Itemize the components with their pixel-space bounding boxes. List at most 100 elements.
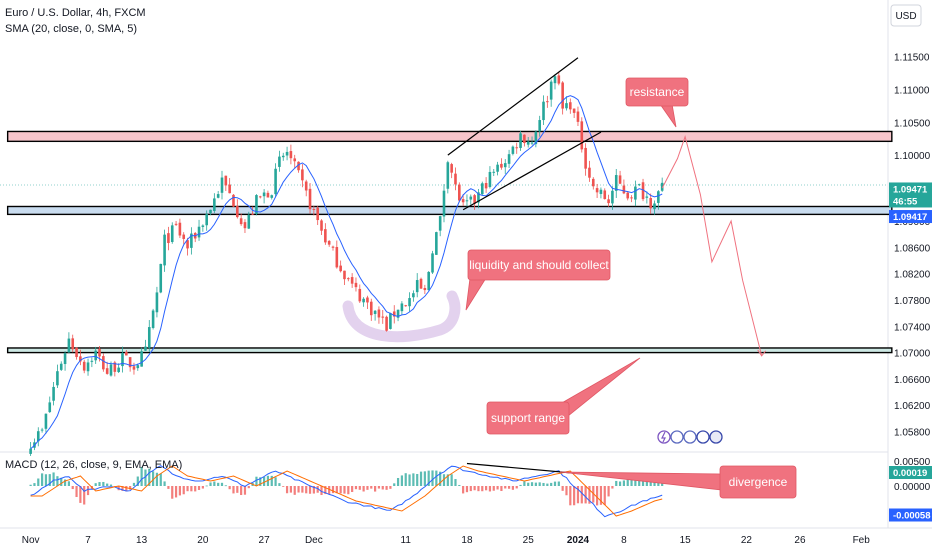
macd-histogram-bar: [86, 486, 90, 496]
candle-body: [557, 75, 561, 84]
candle-body: [546, 101, 549, 103]
channel-lower-line[interactable]: [462, 131, 602, 211]
time-tick-label: 20: [197, 535, 209, 546]
candle-body: [611, 190, 614, 204]
candle: [147, 320, 151, 352]
sma-legend[interactable]: SMA (20, close, 0, SMA, 5): [5, 23, 137, 35]
macd-histogram-bar: [205, 485, 208, 487]
macd-histogram-bar: [331, 486, 335, 494]
resistance-callout[interactable]: resistance: [625, 77, 689, 128]
price-tick-label: 1.07400: [894, 322, 931, 333]
candle: [285, 146, 289, 161]
more-events-icon[interactable]: [709, 430, 723, 444]
macd-legend[interactable]: MACD (12, 26, close, 9, EMA, EMA): [5, 459, 182, 471]
macd-histogram-bar: [419, 471, 423, 486]
macd-histogram-bar: [423, 471, 426, 486]
candle: [182, 232, 186, 245]
candle: [369, 298, 373, 321]
support-range-callout[interactable]: support range: [486, 357, 641, 435]
candle-body: [362, 298, 365, 303]
macd-histogram-bar: [240, 486, 243, 496]
candle: [216, 190, 220, 199]
currency-button[interactable]: [890, 4, 922, 27]
macd-axis: 0.00500 0.00000: [894, 457, 931, 493]
macd-histogram-bar: [255, 476, 258, 486]
time-tick-label: 15: [680, 535, 692, 546]
candle: [415, 273, 419, 298]
candle-body: [626, 192, 630, 199]
macd-histogram-bar: [33, 483, 36, 486]
candle: [412, 290, 415, 302]
candle: [304, 179, 308, 197]
macd-histogram-bar: [247, 486, 250, 489]
price-tick-label: 1.06600: [894, 375, 931, 386]
candle: [630, 195, 633, 203]
candle: [67, 332, 71, 353]
support-range-callout-box: [486, 401, 570, 435]
candle-body: [477, 192, 480, 203]
candle: [243, 219, 247, 234]
candle: [496, 161, 499, 176]
candle-body: [209, 209, 212, 214]
candle-body: [461, 199, 465, 203]
candle-body: [469, 196, 473, 200]
sma-value-badge-text: 1.09417: [893, 212, 927, 223]
liquidity-callout[interactable]: liquidity and should collect: [465, 249, 611, 311]
candle-body: [163, 234, 166, 266]
candle: [44, 413, 48, 434]
eu-flag-icon[interactable]: [696, 430, 710, 444]
candle: [649, 193, 652, 214]
candle: [400, 301, 404, 315]
lightning-icon[interactable]: [657, 430, 671, 444]
candle-body: [614, 175, 618, 191]
candle-body: [224, 175, 228, 186]
divergence-line[interactable]: [466, 462, 579, 475]
candle-body: [274, 168, 277, 195]
candle-body: [515, 147, 519, 149]
macd-histogram-bar: [29, 484, 32, 486]
macd-histogram-bar: [523, 481, 526, 486]
projection-path[interactable]: [661, 134, 763, 357]
candle: [75, 347, 78, 360]
divergence-callout[interactable]: divergence: [559, 465, 797, 499]
candle: [128, 357, 132, 372]
candle-body: [121, 353, 124, 367]
macd-histogram-bar: [312, 486, 315, 494]
currency-selector[interactable]: USD: [890, 4, 922, 27]
us-flag-icon-2[interactable]: [683, 430, 697, 444]
macd-histogram-bar: [546, 483, 549, 486]
macd-histogram-bar: [592, 486, 595, 503]
macd-histogram-bar: [125, 486, 128, 492]
candle-body: [584, 147, 587, 169]
macd-histogram-bar: [389, 486, 392, 489]
candle: [358, 284, 362, 303]
candle-body: [239, 218, 243, 225]
candle-body: [530, 142, 534, 144]
candle: [480, 181, 484, 196]
candle-body: [519, 133, 522, 148]
channel-upper-line[interactable]: [447, 57, 579, 156]
macd-histogram-bar: [596, 486, 599, 506]
candle: [36, 427, 40, 447]
candle: [634, 180, 637, 207]
candle: [557, 71, 561, 86]
event-icons[interactable]: [657, 430, 723, 444]
candle-body: [503, 163, 507, 168]
candle: [404, 304, 408, 307]
us-flag-icon[interactable]: [670, 430, 684, 444]
candle: [86, 358, 90, 376]
candle: [40, 427, 44, 433]
macd-histogram-bar: [496, 486, 499, 490]
candle: [71, 334, 75, 353]
candle: [167, 226, 170, 251]
symbol-title[interactable]: Euro / U.S. Dollar, 4h, FXCM: [5, 7, 146, 19]
candle: [190, 227, 193, 255]
macd-histogram-bar: [224, 485, 227, 487]
macd-histogram-bar: [507, 486, 511, 489]
time-tick-label: Dec: [305, 535, 323, 546]
candle: [385, 315, 388, 332]
candle-body: [178, 222, 182, 236]
candle: [549, 79, 553, 107]
candle: [186, 237, 189, 256]
